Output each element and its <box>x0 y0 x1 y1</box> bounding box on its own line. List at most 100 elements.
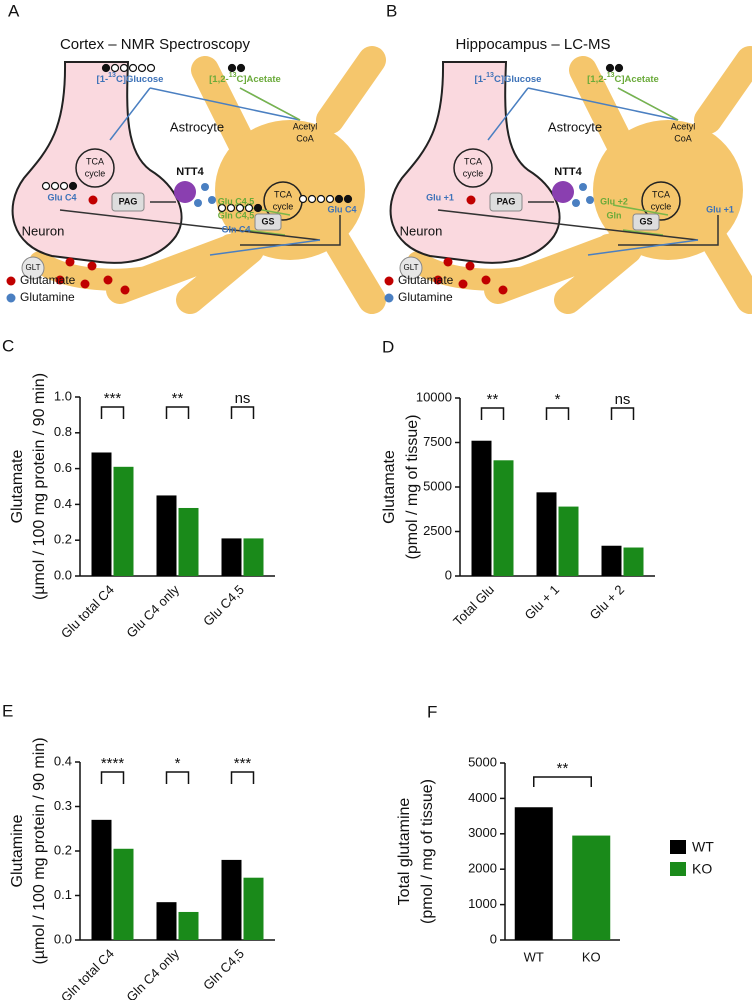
x-tick-label: KO <box>582 949 601 964</box>
y-tick-label: 0.3 <box>54 798 72 813</box>
diagram-title: Hippocampus – LC-MS <box>455 36 610 53</box>
legend-label: Glutamine <box>20 290 75 304</box>
y-tick-label: 0.0 <box>54 931 72 946</box>
diagram-b-cells <box>385 60 751 303</box>
significance-bracket <box>100 771 125 784</box>
panel-label: D <box>382 337 394 356</box>
y-axis-label: Glutamate <box>381 450 398 524</box>
astro-glu-label: Glu +1 <box>706 204 734 214</box>
y-axis-label: Glutamate <box>9 449 26 523</box>
bar <box>493 460 514 576</box>
y-tick-label: 0 <box>490 931 497 946</box>
bar <box>221 859 242 940</box>
diagram-a-cells <box>7 60 373 303</box>
legend-label: WT <box>692 839 714 855</box>
astro-label: Gln C4 <box>221 224 250 234</box>
y-tick-label: 0.4 <box>54 496 72 511</box>
legend-label: Glutamine <box>398 290 453 304</box>
x-tick-label: Glu C4 only <box>123 582 182 641</box>
acetyl-label: Acetyl <box>293 121 318 131</box>
x-tick-label: WT <box>524 949 544 964</box>
tca-label: TCA <box>464 156 482 166</box>
glucose-sup: 13 <box>486 72 494 79</box>
x-tick-label: Gln C4 only <box>123 946 182 1000</box>
y-tick-label: 3000 <box>468 825 497 840</box>
panel-label: B <box>386 1 397 20</box>
glucose-label: [1-13C]Glucose <box>475 72 542 85</box>
significance-bracket <box>545 407 570 420</box>
significance-label: *** <box>234 755 252 772</box>
astro-label: Gln <box>607 210 622 220</box>
neuron-glu-label: Glu C4 <box>47 192 76 202</box>
bar <box>471 440 492 576</box>
astrocyte-label: Astrocyte <box>170 119 224 134</box>
y-tick-label: 1.0 <box>54 388 72 403</box>
glucose-sup: 13 <box>108 72 116 79</box>
y-tick-label: 4000 <box>468 790 497 805</box>
x-tick-label: Gln C4,5 <box>200 946 247 993</box>
legend-label: Glutamate <box>398 273 454 287</box>
x-tick-label: Glu + 1 <box>522 582 563 623</box>
acetyl-label: CoA <box>674 133 692 143</box>
bar <box>623 547 644 576</box>
astro-glu-label: Glu C4 <box>327 204 356 214</box>
y-axis-label: Total glutamine <box>396 798 413 906</box>
significance-bracket <box>230 406 255 419</box>
acetate-sup: 13 <box>607 72 615 79</box>
diagram-title: Cortex – NMR Spectroscopy <box>60 36 251 53</box>
bar <box>243 538 264 576</box>
bar <box>113 466 134 576</box>
y-axis-label: (pmol / mg of tissue) <box>419 779 436 924</box>
pag-label: PAG <box>119 196 138 206</box>
x-tick-label: Total Glu <box>450 582 497 629</box>
panel-label: C <box>2 336 14 355</box>
tca-label: cycle <box>463 168 484 178</box>
y-tick-label: 2500 <box>423 523 452 538</box>
astro-label: Gln C4,5 <box>218 210 255 220</box>
neuron-label: Neuron <box>22 223 65 238</box>
x-tick-label: Gln total C4 <box>58 946 117 1000</box>
astro-label: Glu C4,5 <box>218 196 255 206</box>
tca-label: cycle <box>651 201 672 211</box>
y-tick-label: 7500 <box>423 434 452 449</box>
neuron-label: Neuron <box>400 223 443 238</box>
legend-swatch <box>670 840 686 854</box>
glt-label: GLT <box>26 263 41 272</box>
glucose-pre: [1- <box>97 74 109 85</box>
bar <box>514 807 553 940</box>
significance-label: ns <box>615 391 631 408</box>
y-tick-label: 0.1 <box>54 887 72 902</box>
y-tick-label: 0.0 <box>54 567 72 582</box>
significance-bracket <box>100 406 125 419</box>
significance-label: * <box>175 755 181 772</box>
ntt4-label: NTT4 <box>176 166 204 178</box>
significance-bracket <box>230 771 255 784</box>
significance-bracket <box>480 407 505 420</box>
panel-label: E <box>2 701 13 720</box>
bar <box>221 538 242 576</box>
bar <box>178 507 199 576</box>
bar <box>113 848 134 940</box>
legend-label: Glutamate <box>20 273 76 287</box>
y-tick-label: 5000 <box>423 478 452 493</box>
gs-label: GS <box>639 216 652 226</box>
bar <box>601 545 622 576</box>
panel-label: F <box>427 702 437 721</box>
neuron-glu-label: Glu +1 <box>426 192 454 202</box>
y-axis-label: (µmol / 100 mg protein / 90 min) <box>31 737 48 964</box>
bar <box>572 835 611 940</box>
tca-label: TCA <box>274 189 292 199</box>
y-tick-label: 5000 <box>468 754 497 769</box>
y-tick-label: 10000 <box>416 389 452 404</box>
tca-label: cycle <box>85 168 106 178</box>
acetyl-label: CoA <box>296 133 314 143</box>
significance-bracket <box>165 406 190 419</box>
y-tick-label: 0.2 <box>54 532 72 547</box>
x-tick-label: Glu total C4 <box>58 582 117 641</box>
significance-label: * <box>555 391 561 408</box>
glucose-post: C]Glucose <box>116 74 164 85</box>
y-tick-label: 1000 <box>468 896 497 911</box>
bar <box>243 877 264 940</box>
significance-label: ** <box>557 760 569 777</box>
